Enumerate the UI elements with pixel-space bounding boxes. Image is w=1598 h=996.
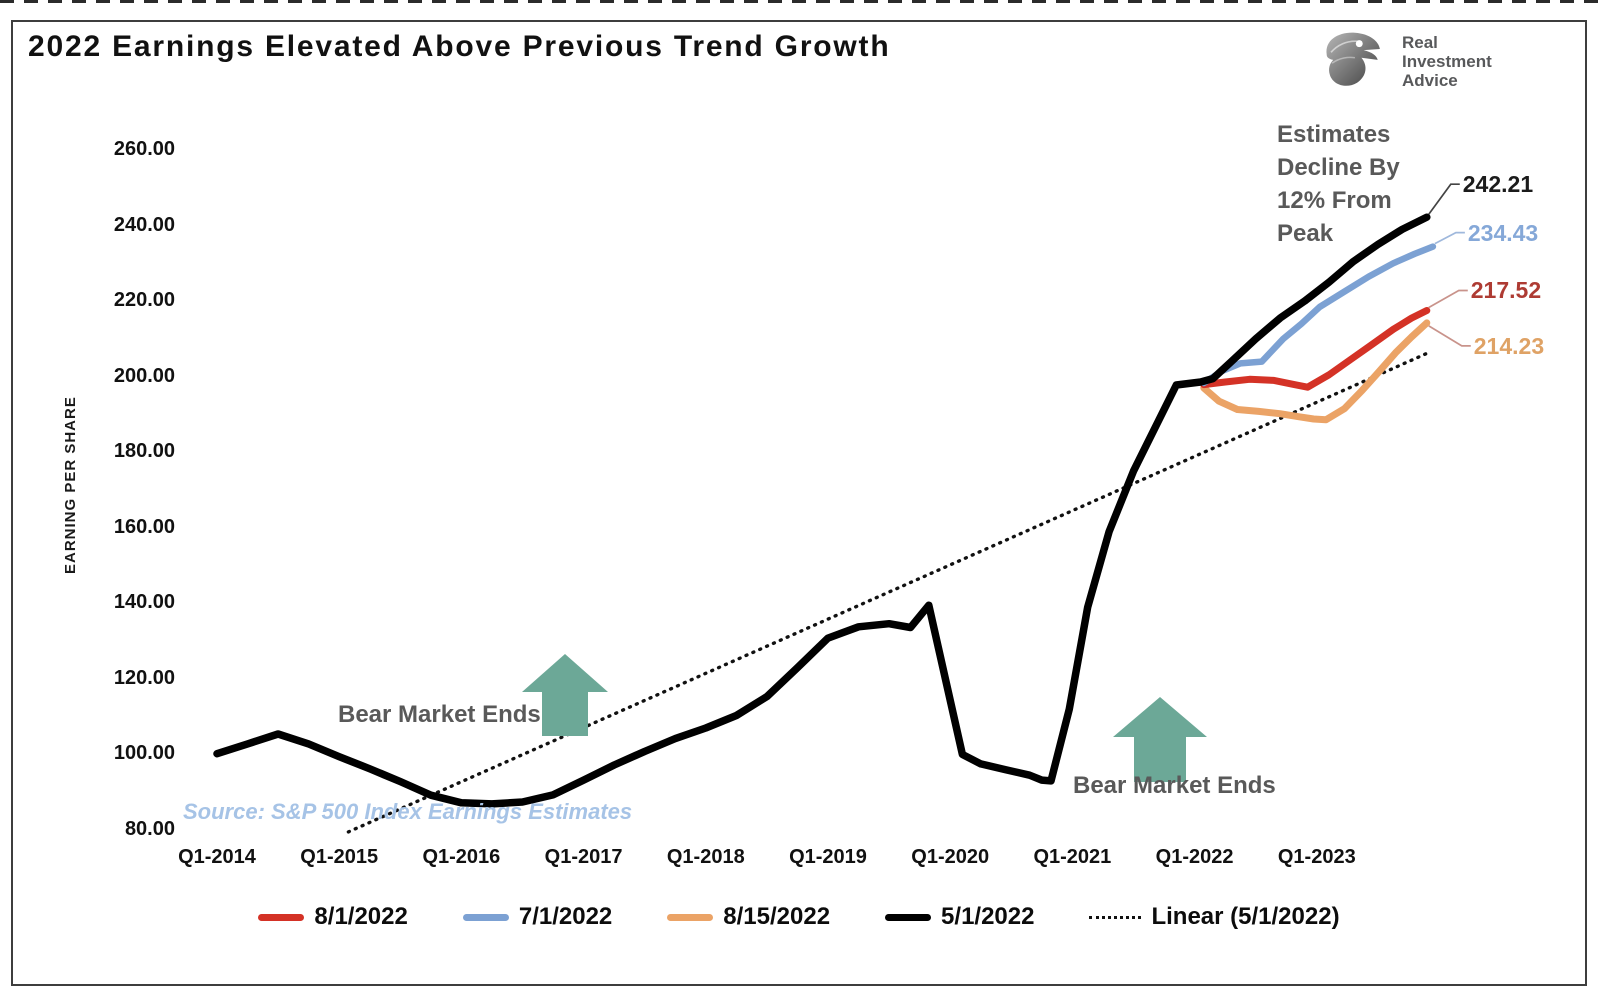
annotation-bear-market-left: Bear Market Ends	[338, 701, 541, 728]
legend-swatch-icon	[885, 913, 932, 921]
y-tick-label: 240.00	[113, 213, 175, 236]
legend-swatch-icon	[1089, 915, 1142, 919]
y-tick-label: 80.00	[124, 818, 175, 840]
y-tick-label: 260.00	[113, 138, 175, 160]
x-tick-label: Q1-2017	[544, 846, 623, 868]
x-tick-label: Q1-2016	[422, 846, 501, 868]
y-tick-label: 140.00	[113, 591, 175, 614]
brand-name: Real Investment Advice	[1402, 33, 1492, 90]
x-tick-label: Q1-2014	[178, 846, 256, 868]
annotation-line: Estimates	[1277, 121, 1391, 148]
end-value-label: 217.52	[1470, 277, 1542, 304]
y-tick-label: 120.00	[113, 666, 175, 689]
end-value-label: 234.43	[1467, 219, 1539, 246]
y-tick-label: 220.00	[113, 289, 175, 312]
y-tick-label: 100.00	[113, 742, 175, 765]
x-tick-label: Q1-2020	[911, 846, 990, 868]
eagle-logo-icon	[1326, 32, 1380, 86]
y-tick-label: 200.00	[113, 364, 175, 387]
legend-swatch-icon	[462, 913, 509, 921]
legend-label: 8/15/2022	[723, 903, 831, 930]
brand-logo: Real Investment Advice	[1318, 28, 1492, 94]
annotation-line: Peak	[1277, 220, 1334, 247]
y-tick-label: 180.00	[113, 440, 175, 463]
annotation-line: Decline By	[1277, 154, 1400, 181]
x-tick-label: Q1-2021	[1033, 846, 1112, 868]
legend-item: 8/15/2022	[667, 903, 830, 931]
page-title: 2022 Earnings Elevated Above Previous Tr…	[28, 30, 891, 63]
legend-item: 8/1/2022	[258, 903, 408, 931]
window-top-edge	[0, 0, 1598, 3]
y-axis-title: EARNING PER SHARE	[62, 396, 79, 574]
annotation-line: 12% From	[1277, 187, 1392, 214]
annotation-estimates-decline: Estimates Decline By 12% From Peak	[1277, 118, 1400, 250]
annotation-bear-market-right: Bear Market Ends	[1073, 772, 1276, 799]
legend-label: 7/1/2022	[518, 903, 613, 930]
legend-label: 5/1/2022	[941, 903, 1035, 930]
legend-swatch-icon	[258, 913, 305, 921]
end-value-label: 214.23	[1473, 332, 1545, 359]
legend-item: 7/1/2022	[462, 903, 613, 931]
legend-item: Linear (5/1/2022)	[1089, 903, 1340, 931]
x-tick-label: Q1-2022	[1155, 846, 1234, 868]
y-tick-label: 160.00	[113, 515, 175, 538]
x-tick-label: Q1-2018	[666, 846, 745, 868]
source-note: Source: S&P 500 Index Earnings Estimates	[183, 799, 633, 824]
x-tick-label: Q1-2019	[789, 846, 867, 868]
legend-item: 5/1/2022	[885, 903, 1034, 931]
legend: 8/1/2022 7/1/2022 8/15/2022 5/1/2022 Linear …	[0, 903, 1598, 931]
brand-line-1: Real	[1402, 32, 1438, 52]
legend-swatch-icon	[667, 913, 714, 921]
end-value-label: 242.21	[1462, 171, 1534, 198]
brand-line-2: Investment	[1402, 51, 1492, 71]
x-tick-label: Q1-2023	[1277, 846, 1356, 868]
legend-label: Linear (5/1/2022)	[1151, 903, 1340, 930]
legend-label: 8/1/2022	[314, 903, 408, 930]
brand-line-3: Advice	[1402, 70, 1458, 90]
x-tick-label: Q1-2015	[300, 846, 379, 868]
